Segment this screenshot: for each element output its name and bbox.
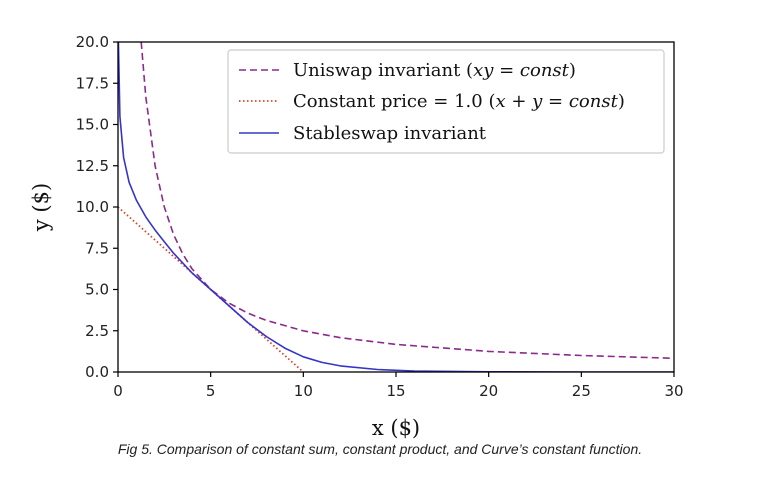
series-line-uniswap — [140, 42, 674, 360]
y-tick-label: 20.0 — [76, 33, 109, 51]
plot-area — [118, 42, 674, 372]
plot-frame — [117, 41, 675, 373]
x-tick-label: 5 — [206, 382, 216, 400]
y-tick-label: 5.0 — [85, 281, 109, 299]
y-tick-label: 7.5 — [85, 239, 109, 257]
axis-ticks: 0 5 10 15 20 25 30 0.0 2.5 5.0 7.5 10.0 12.5 15.0 17.5… — [76, 33, 684, 400]
series-line-stableswap — [118, 42, 674, 372]
y-axis-title: y ($) — [29, 183, 53, 232]
x-tick-label: 15 — [386, 382, 405, 400]
y-tick-label: 12.5 — [76, 157, 109, 175]
legend-label-uniswap: Uniswap invariant (xy = const) — [293, 60, 576, 81]
y-tick-label: 17.5 — [76, 74, 109, 92]
legend-label-constant-price: Constant price = 1.0 (x + y = const) — [293, 91, 625, 112]
x-tick-label: 25 — [572, 382, 591, 400]
y-tick-label: 0.0 — [85, 363, 109, 381]
x-axis-title: x ($) — [372, 416, 420, 440]
x-tick-label: 0 — [113, 382, 123, 400]
y-tick-label: 15.0 — [76, 116, 109, 134]
legend-label-stableswap: Stableswap invariant — [293, 123, 487, 144]
figure-caption: Fig 5. Comparison of constant sum, const… — [117, 441, 643, 457]
y-tick-label: 2.5 — [85, 322, 109, 340]
x-tick-label: 20 — [479, 382, 498, 400]
legend: Uniswap invariant (xy = const) Constant … — [227, 49, 665, 154]
x-tick-label: 30 — [664, 382, 683, 400]
x-tick-label: 10 — [294, 382, 313, 400]
legend-box — [227, 49, 665, 154]
y-tick-label: 10.0 — [76, 198, 109, 216]
chart: 0 5 10 15 20 25 30 0.0 2.5 5.0 7.5 10.0 12.5 15.0 17.5… — [29, 33, 684, 440]
